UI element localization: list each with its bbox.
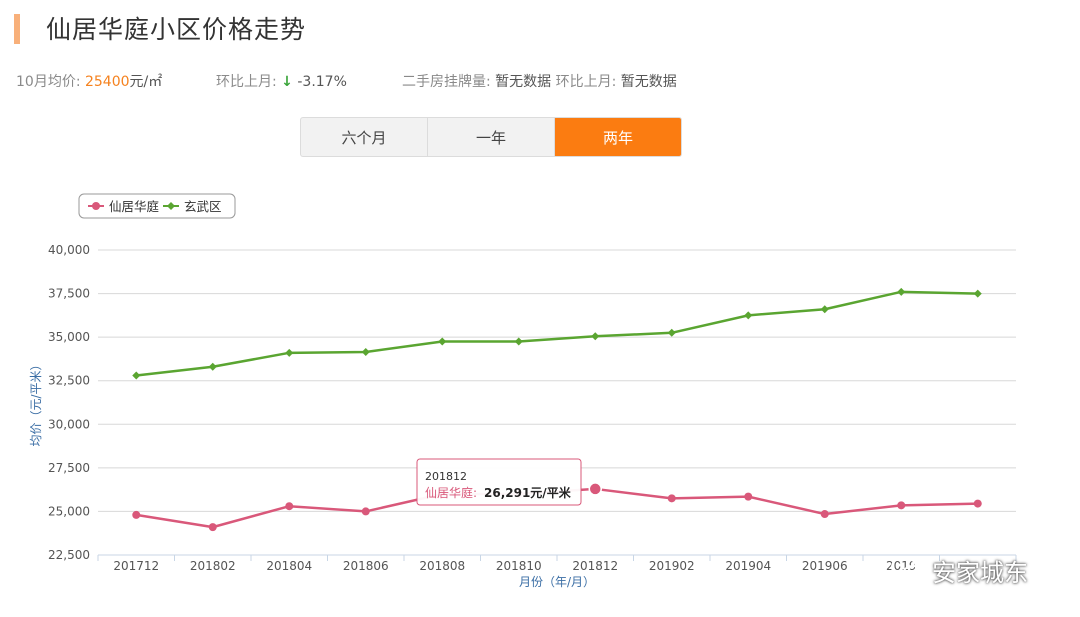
data-point xyxy=(438,337,447,346)
tooltip-box xyxy=(416,458,582,506)
listing-mom-label: 环比上月: xyxy=(555,74,617,90)
x-tick-label: 201804 xyxy=(266,559,312,573)
y-tick-label: 30,000 xyxy=(48,417,90,431)
data-point xyxy=(361,507,370,516)
tab-two-years[interactable]: 两年 xyxy=(555,118,681,156)
period-tabs: 六个月 一年 两年 xyxy=(300,117,682,157)
tab-one-year[interactable]: 一年 xyxy=(428,118,555,156)
x-axis-title: 月份（年/月） xyxy=(519,575,595,589)
data-point xyxy=(208,362,217,371)
down-arrow-icon: ↓ xyxy=(281,74,293,90)
tab-two-years-label: 两年 xyxy=(602,128,633,147)
data-point xyxy=(897,501,906,510)
data-point xyxy=(285,502,294,511)
tooltip-period: 201812 xyxy=(425,470,467,483)
data-point xyxy=(744,492,753,501)
data-point xyxy=(973,289,982,298)
y-tick-label: 22,500 xyxy=(48,548,90,562)
mom-stat: 环比上月: ↓ -3.17% xyxy=(216,71,347,91)
tab-one-year-label: 一年 xyxy=(475,128,506,147)
chart-legend: 仙居华庭 玄武区 xyxy=(78,193,236,219)
legend-marker xyxy=(92,202,100,210)
x-tick-label: 201712 xyxy=(113,559,159,573)
avg-price-stat: 10月均价: 25400元/㎡ xyxy=(16,71,162,91)
data-point xyxy=(514,337,523,346)
x-tick-label: 201808 xyxy=(419,559,465,573)
y-tick-label: 25,000 xyxy=(48,504,90,518)
x-tick-label: 201906 xyxy=(802,559,848,573)
data-point xyxy=(820,510,829,519)
watermark: 安家城东 xyxy=(890,552,1050,588)
avg-price-label: 10月均价: xyxy=(16,74,81,90)
mom-label: 环比上月: xyxy=(216,74,277,90)
data-point xyxy=(132,510,141,519)
x-tick-label: 201810 xyxy=(496,559,542,573)
legend-box xyxy=(78,193,236,219)
avg-price-unit: 元/㎡ xyxy=(129,74,163,90)
x-tick-label: 201806 xyxy=(343,559,389,573)
data-point xyxy=(820,305,829,314)
x-tick-label: 201802 xyxy=(190,559,236,573)
legend-marker xyxy=(167,202,175,210)
tab-six-months-label: 六个月 xyxy=(341,128,387,147)
x-tick-label: 201902 xyxy=(649,559,695,573)
data-point xyxy=(361,347,370,356)
legend-label-1: 仙居华庭 xyxy=(109,199,160,214)
page-title: 仙居华庭小区价格走势 xyxy=(46,15,307,44)
y-tick-label: 32,500 xyxy=(48,374,90,388)
listing-label: 二手房挂牌量: xyxy=(402,74,491,90)
avg-price-value: 25400 xyxy=(84,74,130,90)
y-tick-label: 27,500 xyxy=(48,461,90,475)
tooltip-series-label: 仙居华庭: xyxy=(425,485,477,500)
listing-stat: 二手房挂牌量: 暂无数据 环比上月: 暂无数据 xyxy=(402,71,677,91)
y-tick-label: 35,000 xyxy=(48,330,90,344)
mom-value: -3.17% xyxy=(297,74,347,90)
data-point xyxy=(744,311,753,320)
watermark-text: 安家城东 xyxy=(932,558,1028,587)
data-point xyxy=(588,482,602,496)
data-point xyxy=(667,494,676,503)
listing-value: 暂无数据 xyxy=(495,74,552,90)
data-point xyxy=(132,371,141,380)
y-axis-title: 均价（元/平米） xyxy=(29,358,43,446)
x-tick-label: 201812 xyxy=(572,559,618,573)
y-tick-label: 40,000 xyxy=(48,243,90,257)
data-point xyxy=(667,328,676,337)
tab-six-months[interactable]: 六个月 xyxy=(301,118,428,156)
data-point xyxy=(285,348,294,357)
data-point xyxy=(973,499,982,508)
data-point xyxy=(897,287,906,296)
listing-mom-value: 暂无数据 xyxy=(620,74,677,90)
data-point xyxy=(208,523,217,532)
tooltip-value: 26,291元/平米 xyxy=(484,485,572,500)
title-accent-bar xyxy=(14,14,20,44)
x-tick-label: 201904 xyxy=(725,559,771,573)
data-point xyxy=(591,332,600,341)
chart-tooltip: 201812 仙居华庭: 26,291元/平米 xyxy=(416,458,582,506)
series-line-2 xyxy=(136,290,978,377)
wechat-icon xyxy=(891,556,924,583)
y-tick-label: 37,500 xyxy=(48,287,90,301)
legend-label-2: 玄武区 xyxy=(184,199,222,214)
